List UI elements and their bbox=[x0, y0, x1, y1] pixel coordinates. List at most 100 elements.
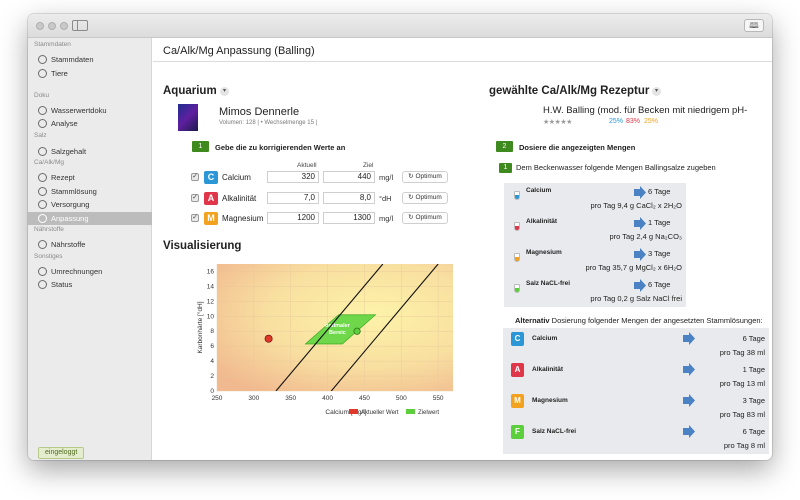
sidebar-item-label: Rezept bbox=[51, 173, 75, 182]
solution-name-1: Alkalinität bbox=[532, 366, 564, 373]
optimum-button-1[interactable]: ↻ Optimum bbox=[402, 192, 448, 204]
optimum-button-label: Optimum bbox=[415, 194, 442, 201]
current-value-field-2[interactable]: 1200 bbox=[267, 212, 319, 224]
x-tick-label-4: 450 bbox=[359, 395, 370, 402]
y-tick-label-7: 14 bbox=[207, 283, 215, 290]
sidebar-toggle-icon[interactable] bbox=[72, 20, 88, 31]
sidebar-item-icon bbox=[38, 214, 47, 223]
sidebar-item-0-0[interactable]: Stammdaten bbox=[28, 53, 152, 66]
sidebar: eingeloggt Stammdaten Stammdaten Tiere Doku… bbox=[28, 38, 152, 460]
salt-arrow-icon-2 bbox=[634, 248, 646, 261]
sidebar-item-label: Status bbox=[51, 280, 73, 289]
header-divider bbox=[153, 61, 772, 62]
solution-name-0: Calcium bbox=[532, 335, 558, 342]
sidebar-item-label: Salzgehalt bbox=[51, 147, 87, 156]
minimize-window-button[interactable] bbox=[48, 22, 56, 30]
solution-badge-2: M bbox=[511, 394, 524, 408]
close-window-button[interactable] bbox=[36, 22, 44, 30]
salt-desc-0: pro Tag 9,4 g CaCl₂ x 2H₂O bbox=[590, 201, 682, 210]
sidebar-item-label: Stammlösung bbox=[51, 187, 97, 196]
x-tick-label-5: 500 bbox=[396, 395, 407, 402]
salt-desc-3: pro Tag 0,2 g Salz NaCl frei bbox=[590, 294, 682, 303]
salt-bottle-icon-0 bbox=[514, 191, 520, 200]
salt-bottle-icon-3 bbox=[514, 284, 520, 293]
x-axis-label: Calcium [mg/l] bbox=[325, 409, 366, 416]
book-icon[interactable]: 🕮 bbox=[744, 19, 764, 32]
unit-label-2: mg/l bbox=[379, 214, 394, 223]
sidebar-item-label: Tiere bbox=[51, 69, 68, 78]
salt-arrow-icon-1 bbox=[634, 217, 646, 230]
target-value-field-0[interactable]: 440 bbox=[323, 171, 375, 183]
target-value-field-2[interactable]: 1300 bbox=[323, 212, 375, 224]
solution-name-3: Salz NaCL-frei bbox=[532, 428, 577, 435]
row-checkbox-0[interactable]: ✓ bbox=[191, 173, 199, 181]
sidebar-item-label: Versorgung bbox=[51, 200, 90, 209]
salt-dosing-panel: Calcium 6 Tage pro Tag 9,4 g CaCl₂ x 2H₂O A… bbox=[504, 183, 686, 307]
solution-arrow-icon-1 bbox=[683, 363, 695, 376]
x-tick-label-1: 300 bbox=[248, 395, 259, 402]
y-tick-label-6: 12 bbox=[207, 298, 215, 305]
row-checkbox-2[interactable]: ✓ bbox=[191, 214, 199, 222]
sidebar-item-icon bbox=[38, 267, 47, 276]
element-label-1: Alkalinität bbox=[222, 194, 257, 203]
sidebar-item-3-1[interactable]: Stammlösung bbox=[28, 185, 152, 198]
y-tick-label-5: 10 bbox=[207, 313, 215, 320]
sidebar-item-3-0[interactable]: Rezept bbox=[28, 171, 152, 184]
sidebar-section-0: Stammdaten bbox=[34, 41, 71, 48]
boundary-line-1 bbox=[330, 264, 439, 391]
boundary-line-0 bbox=[275, 264, 384, 391]
calcium-alkalinity-chart: 2503003504004505005506000246810121416opt… bbox=[196, 264, 453, 416]
visualization-heading: Visualisierung bbox=[163, 240, 242, 252]
sidebar-item-0-1[interactable]: Tiere bbox=[28, 67, 152, 80]
target-value-field-1[interactable]: 8,0 bbox=[323, 192, 375, 204]
optimum-button-2[interactable]: ↻ Optimum bbox=[402, 212, 448, 224]
row-checkbox-1[interactable]: ✓ bbox=[191, 194, 199, 202]
column-current: Aktuell bbox=[297, 162, 317, 169]
current-value-point bbox=[264, 334, 273, 343]
sidebar-item-icon bbox=[38, 55, 47, 64]
current-value-field-1[interactable]: 7,0 bbox=[267, 192, 319, 204]
sidebar-item-icon bbox=[38, 280, 47, 289]
sidebar-item-1-1[interactable]: Analyse bbox=[28, 117, 152, 130]
step2-sub-number: 1 bbox=[499, 163, 512, 173]
step2-sub-label: Dem Beckenwasser folgende Mengen Balling… bbox=[516, 163, 716, 172]
sidebar-item-5-0[interactable]: Umrechnungen bbox=[28, 265, 152, 278]
sidebar-item-2-0[interactable]: Salzgehalt bbox=[28, 145, 152, 158]
sidebar-section-3: Ca/Alk/Mg bbox=[34, 159, 64, 166]
y-axis-label: Karbonhärte [°dH] bbox=[196, 301, 204, 353]
sidebar-item-3-3[interactable]: Anpassung bbox=[28, 212, 152, 225]
column-target: Ziel bbox=[363, 162, 374, 169]
salt-days-0: 6 Tage bbox=[648, 187, 671, 196]
sidebar-section-5: Sonstiges bbox=[34, 253, 63, 260]
sidebar-item-5-1[interactable]: Status bbox=[28, 278, 152, 291]
aquarium-chevron-down-icon[interactable]: ▾ bbox=[220, 87, 229, 96]
zoom-window-button[interactable] bbox=[60, 22, 68, 30]
element-badge-1: A bbox=[204, 192, 218, 205]
page-title: Ca/Alk/Mg Anpassung (Balling) bbox=[163, 45, 315, 57]
y-tick-label-0: 0 bbox=[210, 388, 214, 395]
solution-badge-1: A bbox=[511, 363, 524, 377]
recipe-percent-alkalinity: 83% bbox=[626, 118, 641, 125]
sidebar-item-label: Stammdaten bbox=[51, 55, 94, 64]
element-badge-2: M bbox=[204, 212, 218, 225]
solution-badge-0: C bbox=[511, 332, 524, 346]
solution-arrow-icon-3 bbox=[683, 425, 695, 438]
sidebar-item-1-0[interactable]: Wasserwertdoku bbox=[28, 104, 152, 117]
salt-name-0: Calcium bbox=[526, 187, 552, 194]
step1-label: Gebe die zu korrigierenden Werte an bbox=[215, 143, 346, 152]
element-label-2: Magnesium bbox=[222, 214, 264, 223]
sidebar-section-2: Salz bbox=[34, 132, 47, 139]
sidebar-item-3-2[interactable]: Versorgung bbox=[28, 198, 152, 211]
sidebar-item-4-0[interactable]: Nährstoffe bbox=[28, 238, 152, 251]
recipe-chevron-down-icon[interactable]: ▾ bbox=[652, 87, 661, 96]
solution-days-2: 3 Tage bbox=[742, 396, 765, 405]
optimum-button-0[interactable]: ↻ Optimum bbox=[402, 171, 448, 183]
legend-swatch-target bbox=[406, 409, 415, 414]
unit-label-0: mg/l bbox=[379, 173, 394, 182]
y-tick-label-4: 8 bbox=[210, 328, 214, 335]
current-value-field-0[interactable]: 320 bbox=[267, 171, 319, 183]
step2-number: 2 bbox=[496, 141, 513, 152]
solution-dosing-panel: C Calcium 6 Tage pro Tag 38 ml A Alkalinität 1… bbox=[503, 328, 769, 454]
recipe-name: H.W. Balling (mod. für Becken mit niedri… bbox=[543, 105, 748, 116]
salt-bottle-icon-2 bbox=[514, 253, 520, 262]
